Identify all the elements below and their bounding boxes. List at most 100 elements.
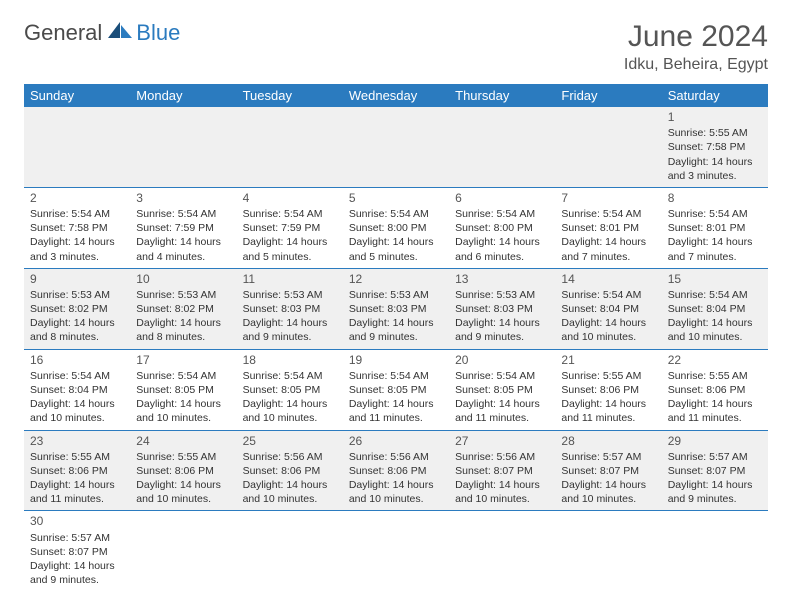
daylight-line: Daylight: 14 hours and 9 minutes. — [243, 316, 337, 344]
daylight-line: Daylight: 14 hours and 10 minutes. — [349, 478, 443, 506]
calendar-table: SundayMondayTuesdayWednesdayThursdayFrid… — [24, 84, 768, 591]
calendar-day-cell: 23Sunrise: 5:55 AMSunset: 8:06 PMDayligh… — [24, 430, 130, 511]
sunset-line: Sunset: 8:06 PM — [561, 383, 655, 397]
calendar-day-cell: 5Sunrise: 5:54 AMSunset: 8:00 PMDaylight… — [343, 187, 449, 268]
logo-text-blue: Blue — [136, 20, 180, 46]
sunrise-line: Sunrise: 5:54 AM — [243, 369, 337, 383]
location: Idku, Beheira, Egypt — [624, 56, 768, 74]
day-header: Friday — [555, 84, 661, 107]
logo-text-general: General — [24, 20, 102, 46]
calendar-day-cell: 27Sunrise: 5:56 AMSunset: 8:07 PMDayligh… — [449, 430, 555, 511]
day-number: 3 — [136, 190, 230, 206]
day-number: 14 — [561, 271, 655, 287]
day-number: 5 — [349, 190, 443, 206]
day-number: 25 — [243, 433, 337, 449]
daylight-line: Daylight: 14 hours and 11 minutes. — [561, 397, 655, 425]
daylight-line: Daylight: 14 hours and 8 minutes. — [136, 316, 230, 344]
month-title: June 2024 — [624, 20, 768, 54]
day-number: 6 — [455, 190, 549, 206]
day-number: 29 — [668, 433, 762, 449]
calendar-empty-cell — [130, 107, 236, 187]
day-number: 24 — [136, 433, 230, 449]
sunrise-line: Sunrise: 5:57 AM — [668, 450, 762, 464]
calendar-day-cell: 6Sunrise: 5:54 AMSunset: 8:00 PMDaylight… — [449, 187, 555, 268]
calendar-empty-cell — [237, 107, 343, 187]
calendar-week-row: 9Sunrise: 5:53 AMSunset: 8:02 PMDaylight… — [24, 268, 768, 349]
sunset-line: Sunset: 8:05 PM — [136, 383, 230, 397]
daylight-line: Daylight: 14 hours and 5 minutes. — [349, 235, 443, 263]
calendar-day-cell: 20Sunrise: 5:54 AMSunset: 8:05 PMDayligh… — [449, 349, 555, 430]
calendar-week-row: 23Sunrise: 5:55 AMSunset: 8:06 PMDayligh… — [24, 430, 768, 511]
daylight-line: Daylight: 14 hours and 6 minutes. — [455, 235, 549, 263]
daylight-line: Daylight: 14 hours and 11 minutes. — [455, 397, 549, 425]
sunset-line: Sunset: 8:06 PM — [30, 464, 124, 478]
daylight-line: Daylight: 14 hours and 9 minutes. — [668, 478, 762, 506]
calendar-day-cell: 22Sunrise: 5:55 AMSunset: 8:06 PMDayligh… — [662, 349, 768, 430]
calendar-week-row: 30Sunrise: 5:57 AMSunset: 8:07 PMDayligh… — [24, 511, 768, 591]
sunset-line: Sunset: 8:06 PM — [243, 464, 337, 478]
sunrise-line: Sunrise: 5:55 AM — [668, 369, 762, 383]
calendar-empty-cell — [555, 107, 661, 187]
daylight-line: Daylight: 14 hours and 10 minutes. — [668, 316, 762, 344]
sunrise-line: Sunrise: 5:53 AM — [136, 288, 230, 302]
calendar-header-row: SundayMondayTuesdayWednesdayThursdayFrid… — [24, 84, 768, 107]
day-number: 26 — [349, 433, 443, 449]
daylight-line: Daylight: 14 hours and 10 minutes. — [136, 397, 230, 425]
calendar-empty-cell — [449, 107, 555, 187]
daylight-line: Daylight: 14 hours and 7 minutes. — [561, 235, 655, 263]
day-number: 10 — [136, 271, 230, 287]
sunrise-line: Sunrise: 5:54 AM — [30, 207, 124, 221]
calendar-day-cell: 2Sunrise: 5:54 AMSunset: 7:58 PMDaylight… — [24, 187, 130, 268]
sunset-line: Sunset: 8:07 PM — [30, 545, 124, 559]
daylight-line: Daylight: 14 hours and 10 minutes. — [455, 478, 549, 506]
sunrise-line: Sunrise: 5:55 AM — [561, 369, 655, 383]
day-number: 23 — [30, 433, 124, 449]
calendar-week-row: 16Sunrise: 5:54 AMSunset: 8:04 PMDayligh… — [24, 349, 768, 430]
calendar-day-cell: 18Sunrise: 5:54 AMSunset: 8:05 PMDayligh… — [237, 349, 343, 430]
day-number: 9 — [30, 271, 124, 287]
sunrise-line: Sunrise: 5:53 AM — [30, 288, 124, 302]
sunset-line: Sunset: 7:59 PM — [136, 221, 230, 235]
daylight-line: Daylight: 14 hours and 11 minutes. — [30, 478, 124, 506]
calendar-day-cell: 16Sunrise: 5:54 AMSunset: 8:04 PMDayligh… — [24, 349, 130, 430]
sunset-line: Sunset: 7:58 PM — [668, 140, 762, 154]
day-number: 15 — [668, 271, 762, 287]
calendar-day-cell: 17Sunrise: 5:54 AMSunset: 8:05 PMDayligh… — [130, 349, 236, 430]
sunset-line: Sunset: 8:02 PM — [30, 302, 124, 316]
daylight-line: Daylight: 14 hours and 3 minutes. — [30, 235, 124, 263]
sunrise-line: Sunrise: 5:54 AM — [455, 207, 549, 221]
calendar-day-cell: 30Sunrise: 5:57 AMSunset: 8:07 PMDayligh… — [24, 511, 130, 591]
sunrise-line: Sunrise: 5:53 AM — [349, 288, 443, 302]
sunrise-line: Sunrise: 5:53 AM — [243, 288, 337, 302]
daylight-line: Daylight: 14 hours and 9 minutes. — [349, 316, 443, 344]
sunset-line: Sunset: 7:58 PM — [30, 221, 124, 235]
calendar-empty-cell — [130, 511, 236, 591]
sunset-line: Sunset: 8:01 PM — [561, 221, 655, 235]
day-number: 18 — [243, 352, 337, 368]
daylight-line: Daylight: 14 hours and 11 minutes. — [349, 397, 443, 425]
calendar-day-cell: 19Sunrise: 5:54 AMSunset: 8:05 PMDayligh… — [343, 349, 449, 430]
sunset-line: Sunset: 8:04 PM — [561, 302, 655, 316]
calendar-day-cell: 28Sunrise: 5:57 AMSunset: 8:07 PMDayligh… — [555, 430, 661, 511]
sunset-line: Sunset: 8:00 PM — [455, 221, 549, 235]
day-number: 28 — [561, 433, 655, 449]
sunset-line: Sunset: 8:01 PM — [668, 221, 762, 235]
sunrise-line: Sunrise: 5:56 AM — [455, 450, 549, 464]
day-number: 2 — [30, 190, 124, 206]
daylight-line: Daylight: 14 hours and 3 minutes. — [668, 155, 762, 183]
sunrise-line: Sunrise: 5:54 AM — [561, 207, 655, 221]
sunset-line: Sunset: 8:05 PM — [243, 383, 337, 397]
calendar-day-cell: 29Sunrise: 5:57 AMSunset: 8:07 PMDayligh… — [662, 430, 768, 511]
calendar-day-cell: 26Sunrise: 5:56 AMSunset: 8:06 PMDayligh… — [343, 430, 449, 511]
daylight-line: Daylight: 14 hours and 10 minutes. — [243, 397, 337, 425]
daylight-line: Daylight: 14 hours and 10 minutes. — [561, 478, 655, 506]
calendar-empty-cell — [237, 511, 343, 591]
daylight-line: Daylight: 14 hours and 4 minutes. — [136, 235, 230, 263]
day-number: 16 — [30, 352, 124, 368]
sunset-line: Sunset: 8:07 PM — [455, 464, 549, 478]
sunrise-line: Sunrise: 5:54 AM — [561, 288, 655, 302]
daylight-line: Daylight: 14 hours and 7 minutes. — [668, 235, 762, 263]
daylight-line: Daylight: 14 hours and 9 minutes. — [30, 559, 124, 587]
calendar-day-cell: 11Sunrise: 5:53 AMSunset: 8:03 PMDayligh… — [237, 268, 343, 349]
day-number: 12 — [349, 271, 443, 287]
